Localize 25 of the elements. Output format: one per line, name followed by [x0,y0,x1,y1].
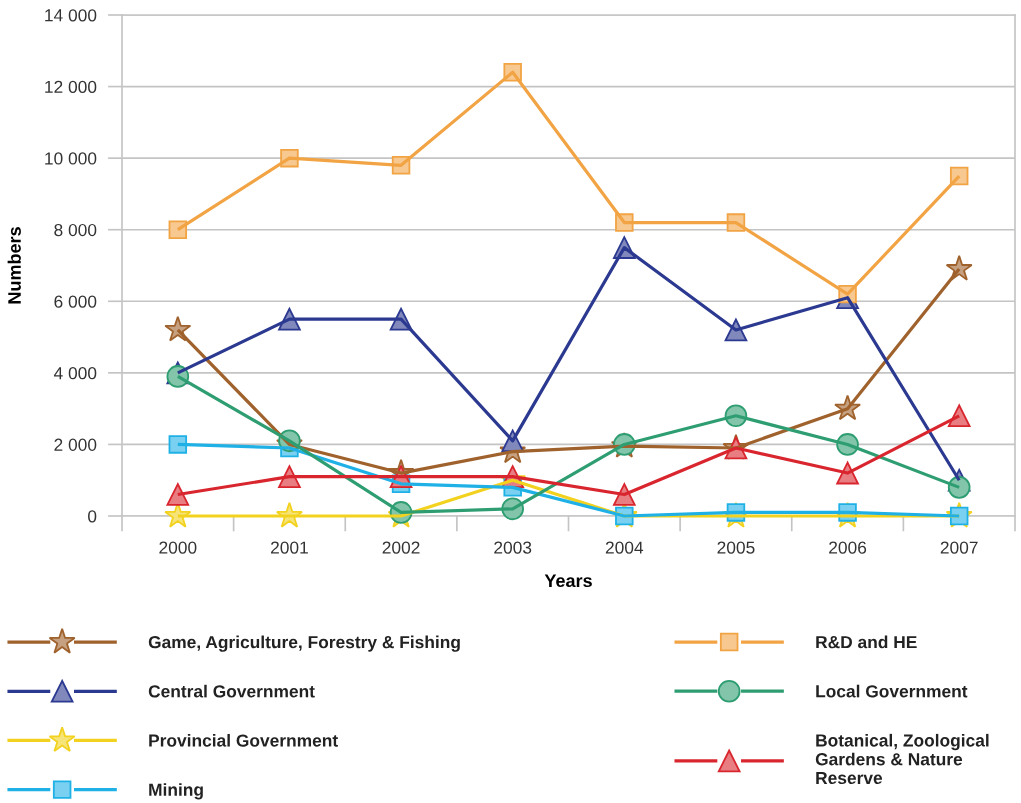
x-tick-label: 2000 [159,541,197,554]
legend-label: R&D and HE [816,635,917,649]
legend-label: Botanical, Zoological Gardens & Nature Reserve [815,733,989,785]
y-tick-label: 4 000 [53,367,97,380]
legend-label: Game, Agriculture, Forestry & Fishing [148,635,460,652]
x-tick-label: 2006 [829,541,867,554]
legend-label: Provincial Government [149,733,338,747]
y-tick-label: 0 [88,510,97,523]
y-tick-label: 2 000 [54,438,97,451]
y-tick-label: 12 000 [45,80,97,94]
y-tick-label: 8 000 [54,223,97,237]
x-tick-label: 2003 [494,541,532,554]
x-tick-label: 2001 [271,541,308,554]
y-tick-label: 6 000 [54,295,97,308]
x-axis-title: Years [544,574,592,588]
legend-label: Local Government [816,684,968,698]
x-tick-label: 2004 [605,541,644,554]
legend-label: Central Government [148,684,315,698]
x-tick-label: 2002 [382,541,420,554]
y-tick-label: 14 000 [45,9,97,22]
x-tick-label: 2007 [940,541,978,554]
y-axis-title: Numbers [7,227,21,304]
y-tick-label: 10 000 [45,152,97,165]
legend-label: Mining [149,783,203,800]
x-tick-label: 2005 [717,541,755,554]
